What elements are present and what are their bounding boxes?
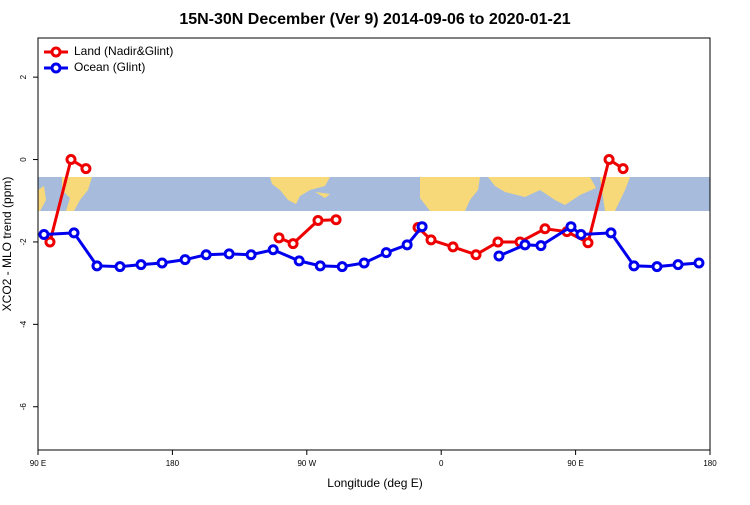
point [493,250,505,262]
y-axis-label: XCO2 - MLO trend (ppm) [0,177,14,312]
x-tick-label: 180 [166,459,180,468]
point [401,239,413,251]
legend-label: Ocean (Glint) [74,60,145,74]
point [293,255,305,267]
legend-label: Land (Nadir&Glint) [74,44,173,58]
point [287,238,299,250]
point [492,236,504,248]
point [245,249,257,261]
chart-title: 15N-30N December (Ver 9) 2014-09-06 to 2… [179,11,570,28]
point [114,261,126,273]
point [672,259,684,271]
y-tick-label: 0 [19,157,28,162]
point [267,244,279,256]
point [605,227,617,239]
point [535,240,547,252]
point [68,227,80,239]
point [470,249,482,261]
x-tick-label: 0 [439,459,444,468]
plot-frame [37,37,711,451]
point [156,257,168,269]
point [539,223,551,235]
point [273,232,285,244]
point [693,257,705,269]
point [565,221,577,233]
point [135,259,147,271]
point [380,247,392,259]
point [425,234,437,246]
point [603,154,615,166]
point [44,236,56,248]
map-strip [38,177,710,211]
x-tick-label: 90 W [297,459,316,468]
point [582,237,594,249]
point [651,261,663,273]
point [336,261,348,273]
point [65,154,77,166]
x-tick-label: 90 E [567,459,583,468]
x-axis-label: Longitude (deg E) [327,476,422,490]
point [330,214,342,226]
y-tick-label: -6 [19,403,28,411]
point [416,221,428,233]
point [358,257,370,269]
point [80,163,92,175]
x-tick-label: 90 E [30,459,46,468]
x-tick-label: 180 [703,459,717,468]
y-tick-label: -4 [19,320,28,328]
point [519,239,531,251]
point [38,229,50,241]
point [179,254,191,266]
point [628,260,640,272]
legend-marker [50,62,62,74]
y-tick-label: 2 [19,74,28,79]
y-tick-label: -2 [19,238,28,246]
point [575,229,587,241]
point [314,260,326,272]
point [200,249,212,261]
legend-marker [50,46,62,58]
point [617,163,629,175]
point [447,241,459,253]
point [223,248,235,260]
point [312,215,324,227]
point [91,260,103,272]
